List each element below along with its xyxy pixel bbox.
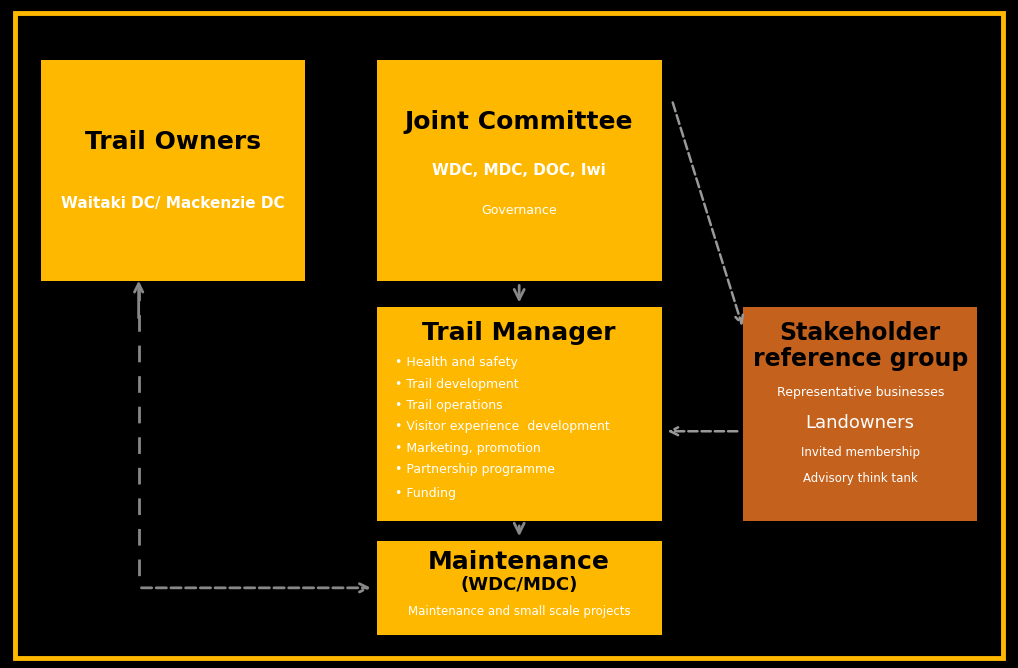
Text: Maintenance: Maintenance [429,550,610,574]
FancyBboxPatch shape [377,541,662,635]
Text: Landowners: Landowners [805,413,915,432]
Text: • Partnership programme: • Partnership programme [395,463,555,476]
Text: • Marketing, promotion: • Marketing, promotion [395,442,541,455]
Text: reference group: reference group [752,347,968,371]
FancyBboxPatch shape [377,307,662,521]
Text: Representative businesses: Representative businesses [777,386,944,399]
Text: Trail Owners: Trail Owners [86,130,261,154]
Text: Joint Committee: Joint Committee [405,110,633,134]
Text: Maintenance and small scale projects: Maintenance and small scale projects [408,605,630,618]
Text: • Visitor experience  development: • Visitor experience development [395,420,610,434]
Text: • Health and safety: • Health and safety [395,356,518,369]
FancyBboxPatch shape [41,60,305,281]
Text: Waitaki DC/ Mackenzie DC: Waitaki DC/ Mackenzie DC [61,196,285,211]
Text: Invited membership: Invited membership [801,446,919,459]
Text: • Funding: • Funding [395,487,456,500]
FancyBboxPatch shape [377,60,662,281]
Text: Advisory think tank: Advisory think tank [803,472,917,485]
Text: Stakeholder: Stakeholder [780,321,941,345]
Text: WDC, MDC, DOC, Iwi: WDC, MDC, DOC, Iwi [433,163,606,178]
Text: (WDC/MDC): (WDC/MDC) [460,576,578,594]
Text: • Trail development: • Trail development [395,377,518,391]
Text: Trail Manager: Trail Manager [422,321,616,345]
Text: • Trail operations: • Trail operations [395,399,503,412]
Text: Governance: Governance [482,204,557,216]
FancyBboxPatch shape [743,307,977,521]
